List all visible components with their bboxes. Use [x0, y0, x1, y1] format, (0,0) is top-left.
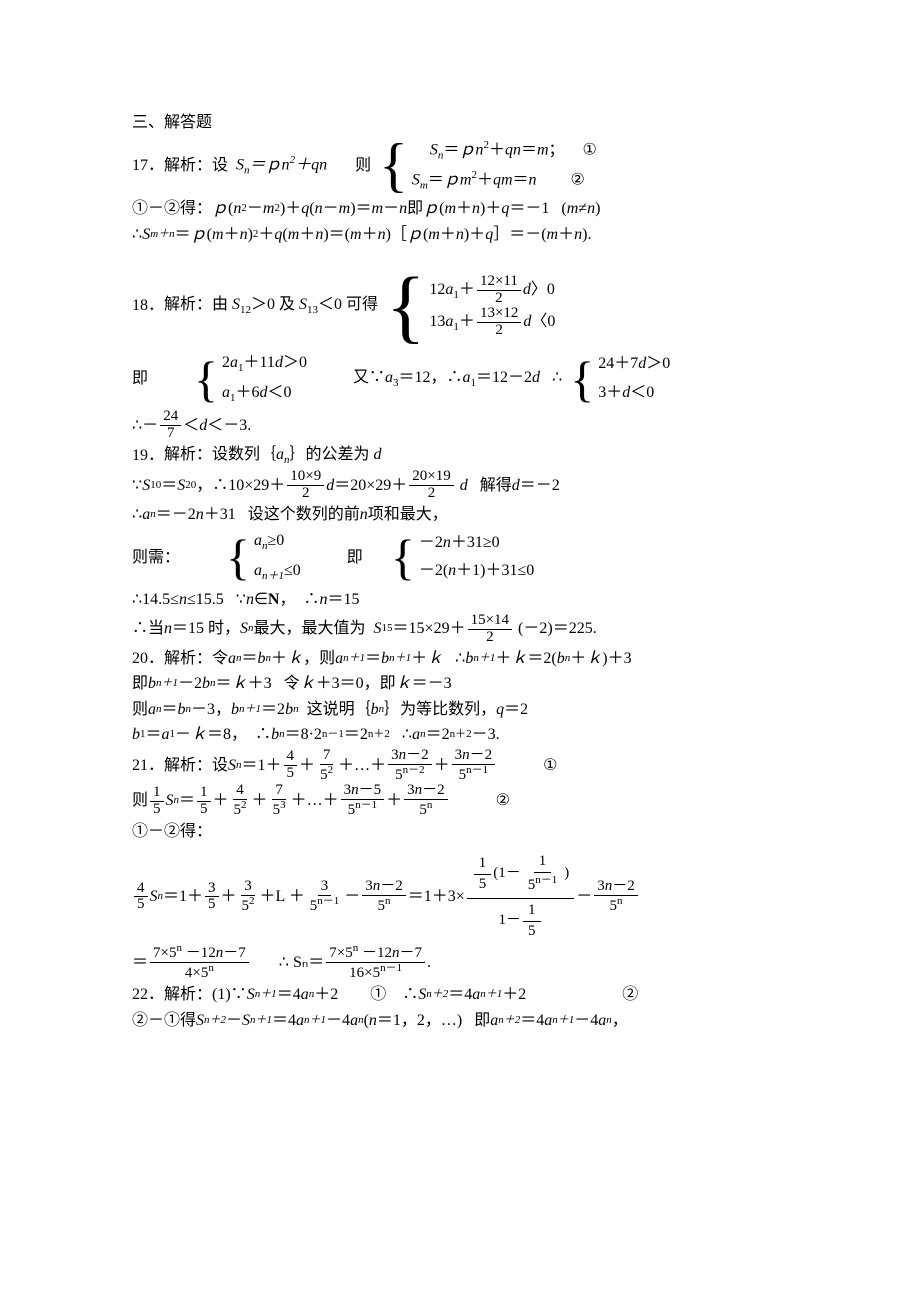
- q19-label: 19．: [132, 443, 164, 469]
- q22-label: 22．: [132, 982, 164, 1008]
- solutions-page: 三、解答题 17． 解析：设 Sn＝ｐn2＋qn 则 { Sn＝ｐn2＋qn＝m…: [0, 0, 920, 1302]
- q19-line3: ∴an＝－2n＋31 设这个数列的前 n 项和最大，: [132, 502, 788, 528]
- brace-icon: {: [570, 358, 594, 401]
- q21-sub: ①－②得：: [132, 819, 788, 845]
- q19-line1: 19． 解析：设数列｛an｝的公差为 d: [132, 442, 788, 470]
- q17-sys-top: Sn＝ｐn2＋qn＝m；①: [412, 136, 597, 166]
- q20-line1: 20． 解析：令 an＝bn＋ｋ，则 an＋1＝bn＋1＋ｋ ∴bn＋1＋ｋ＝2…: [132, 646, 788, 672]
- q21-label: 21．: [132, 753, 164, 779]
- q18-sys2-top: 2a1＋11d＞0: [222, 349, 307, 379]
- q18-system1: { 12a1＋12×112d〉0 13a1＋13×122d〈0: [386, 271, 555, 341]
- q18-label: 18．: [132, 293, 164, 319]
- section-heading: 三、解答题: [132, 110, 788, 136]
- q17-system: { Sn＝ｐn2＋qn＝m；① Sm＝ｐm2＋qm＝n②: [379, 136, 597, 197]
- q20-line4: b1＝a1－ｋ＝8， ∴bn＝8·2n－1＝2n＋2 ∴an＝2n＋2－3.: [132, 722, 788, 748]
- brace-icon: {: [391, 536, 415, 579]
- q20-line3: 则 an＝bn－3，bn＋1＝2bn 这说明｛bn｝为等比数列，q＝2: [132, 697, 788, 723]
- q18-last-b: ＜d＜－3.: [183, 413, 251, 439]
- q21-line3: 45 Sn＝1＋ 35＋ 352 ＋L ＋ 35n－1 － 3n－25n ＝1＋…: [132, 850, 788, 943]
- q19-l1: 解析：设数列｛an｝的公差为 d: [164, 442, 382, 470]
- q17-ze: 则: [355, 153, 371, 179]
- q18-line2: 即 { 2a1＋11d＞0 a1＋6d＜0 又∵a3＝12，∴a1＝12－2d …: [132, 349, 788, 409]
- q18-system3: { 24＋7d＞0 3＋d＜0: [570, 350, 670, 408]
- brace-icon: {: [194, 358, 218, 401]
- q18-sys3-bot: 3＋d＜0: [598, 379, 670, 408]
- q21-line1: 21． 解析：设 Sn＝1＋ 45＋ 752 ＋…＋ 3n－25n－2＋ 3n－…: [132, 748, 788, 784]
- q18-sys2-bot: a1＋6d＜0: [222, 379, 307, 409]
- q17-prefix: 解析：设: [164, 153, 228, 179]
- q17-line4: ∴Sm＋n＝ｐ(m＋n)2＋q(m＋n)＝(m＋n)［ｐ(m＋n)＋q］＝－(m…: [132, 222, 788, 248]
- q18-system2: { 2a1＋11d＞0 a1＋6d＜0: [194, 349, 307, 409]
- q17-sys-bot: Sm＝ｐm2＋qm＝n②: [412, 166, 597, 196]
- q19-l4a: 则需：: [132, 545, 180, 571]
- q19-system2: { －2n＋31≥0 －2(n＋1)＋31≤0: [391, 529, 534, 587]
- q18-ji: 即: [132, 366, 148, 392]
- brace-icon: {: [386, 271, 425, 341]
- q18-frac: 247: [160, 409, 181, 442]
- q21-mark2: ②: [496, 788, 510, 814]
- q21-bigfrac: 15 (1－15n－1) 1－15: [467, 850, 575, 943]
- q18-sys1-bot: 13a1＋13×122d〈0: [429, 306, 555, 339]
- q21-mark1: ①: [543, 753, 557, 779]
- q17-line3: ①－②得：ｐ(n2－m2)＋q(n－m)＝m－n 即ｐ(m＋n)＋q＝－1 (m…: [132, 196, 788, 222]
- q18-you: 又∵a3＝12，∴a1＝12－2d ∴: [353, 365, 562, 393]
- q19-line6: ∴当 n＝15 时，Sn 最大，最大值为 S15＝15×29＋ 15×142 (…: [132, 613, 788, 646]
- q19-system1: { an≥0 an＋1≤0: [226, 527, 301, 587]
- q18-prefix: 解析：由 S12＞0 及 S13＜0 可得: [164, 292, 378, 320]
- q19-sys2-bot: －2(n＋1)＋31≤0: [419, 557, 534, 586]
- q18-sys3-top: 24＋7d＞0: [598, 350, 670, 379]
- q20-label: 20．: [132, 646, 164, 672]
- q17-line1: 17． 解析：设 Sn＝ｐn2＋qn 则 { Sn＝ｐn2＋qn＝m；① Sm＝…: [132, 136, 788, 197]
- q18-line1: 18． 解析：由 S12＞0 及 S13＜0 可得 { 12a1＋12×112d…: [132, 271, 788, 341]
- q18-sys1-top: 12a1＋12×112d〉0: [429, 274, 555, 307]
- q19-l4b: 即: [347, 545, 363, 571]
- q22-line2: ②－①得 Sn＋2－Sn＋1＝4an＋1－4an(n＝1，2，…) 即 an＋2…: [132, 1008, 788, 1034]
- q17-def: Sn＝ｐn2＋qn: [236, 152, 327, 180]
- q19-line5: ∴14.5≤n≤15.5 ∵n∈N， ∴n＝15: [132, 587, 788, 613]
- q18-line3: ∴－ 247 ＜d＜－3.: [132, 409, 788, 442]
- brace-icon: {: [379, 140, 408, 191]
- q20-line2: 即 bn＋1－2bn＝ｋ＋3 令ｋ＋3＝0，即ｋ＝－3: [132, 671, 788, 697]
- q19-sys2-top: －2n＋31≥0: [419, 529, 534, 558]
- q21-line2: 则 15 Sn＝ 15＋ 452＋ 753 ＋…＋ 3n－55n－1＋ 3n－2…: [132, 783, 788, 819]
- q19-line2: ∵S10＝S20，∴10×29＋ 10×92 d＝20×29＋ 20×192 d…: [132, 469, 788, 502]
- q18-last-a: ∴－: [132, 413, 158, 439]
- q17-label: 17．: [132, 153, 164, 179]
- q22-line1: 22． 解析：(1)∵Sn＋1＝4an＋2 ① ∴Sn＋2＝4an＋1＋2 ②: [132, 982, 788, 1008]
- q19-line4: 则需： { an≥0 an＋1≤0 即 { －2n＋31≥0 －2(n＋1)＋3…: [132, 527, 788, 587]
- q19-sys1-top: an≥0: [254, 527, 301, 557]
- q21-line4: ＝7×5n －12n－74×5n ∴ Sₙ＝ 7×5n －12n－716×5n－…: [132, 943, 788, 982]
- brace-icon: {: [226, 536, 250, 579]
- q19-sys1-bot: an＋1≤0: [254, 557, 301, 587]
